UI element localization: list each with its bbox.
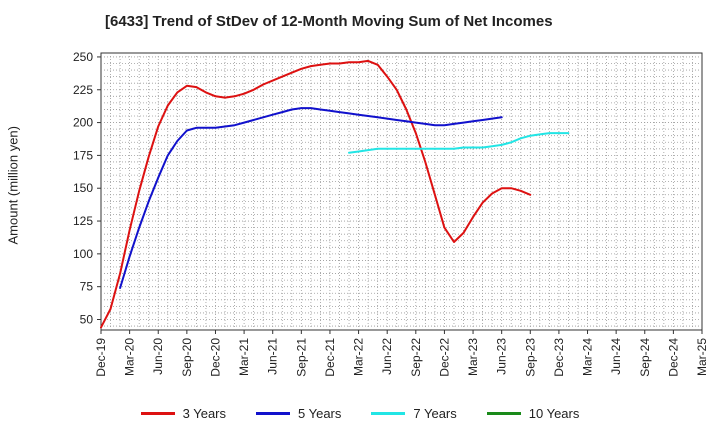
x-tick-label: Jun-20 — [151, 338, 165, 375]
x-tick-label: Mar-22 — [352, 338, 366, 376]
x-tick-label: Sep-22 — [409, 338, 423, 377]
legend-swatch-7-years — [371, 412, 406, 415]
x-tick-label: Dec-21 — [323, 338, 337, 377]
x-tick-label: Sep-21 — [294, 338, 308, 377]
x-tick-label: Mar-21 — [237, 338, 251, 376]
y-tick-label: 125 — [73, 214, 93, 228]
legend-swatch-10-years — [486, 412, 521, 415]
legend-label-7-years: 7 Years — [413, 406, 457, 421]
x-tick-label: Jun-24 — [609, 338, 623, 375]
chart-title: [6433] Trend of StDev of 12-Month Moving… — [105, 13, 553, 30]
x-tick-label: Dec-24 — [666, 338, 680, 377]
y-tick-label: 175 — [73, 148, 93, 162]
x-tick-label: Mar-20 — [123, 338, 137, 376]
legend-label-3-years: 3 Years — [182, 406, 226, 421]
x-tick-label: Dec-20 — [208, 338, 222, 377]
x-tick-label: Sep-23 — [523, 338, 537, 377]
y-tick-label: 225 — [73, 83, 93, 97]
legend-item-3-years: 3 Years — [140, 406, 226, 421]
x-tick-label: Mar-24 — [581, 338, 595, 376]
x-tick-label: Sep-20 — [180, 338, 194, 377]
x-tick-label: Dec-23 — [552, 338, 566, 377]
x-tick-label: Dec-22 — [437, 338, 451, 377]
legend-swatch-3-years — [140, 412, 175, 415]
series-line-5-years — [119, 107, 503, 289]
series-line-7-years — [348, 132, 570, 154]
x-tick-label: Jun-22 — [380, 338, 394, 375]
y-tick-label: 250 — [73, 50, 93, 64]
legend-swatch-5-years — [256, 412, 290, 415]
y-tick-label: 50 — [80, 312, 94, 326]
legend-label-5-years: 5 Years — [298, 406, 342, 421]
y-tick-label: 100 — [73, 247, 93, 261]
series-line-3-years — [100, 59, 532, 329]
legend-item-7-years: 7 Years — [371, 406, 457, 421]
x-tick-label: Sep-24 — [638, 338, 652, 377]
y-tick-label: 150 — [73, 181, 93, 195]
x-tick-label: Jun-21 — [266, 338, 280, 375]
legend-item-10-years: 10 Years — [486, 406, 580, 421]
x-tick-label: Mar-23 — [466, 338, 480, 376]
plot-area — [100, 52, 703, 331]
x-tick-label: Jun-23 — [495, 338, 509, 375]
x-tick-label: Dec-19 — [94, 338, 108, 377]
y-tick-label: 200 — [73, 116, 93, 130]
legend-label-10-years: 10 Years — [528, 406, 580, 421]
x-tick-label: Mar-25 — [695, 338, 709, 376]
y-tick-label: 75 — [80, 280, 94, 294]
legend: 3 Years 5 Years 7 Years 10 Years — [0, 406, 720, 421]
legend-item-5-years: 5 Years — [256, 406, 341, 421]
